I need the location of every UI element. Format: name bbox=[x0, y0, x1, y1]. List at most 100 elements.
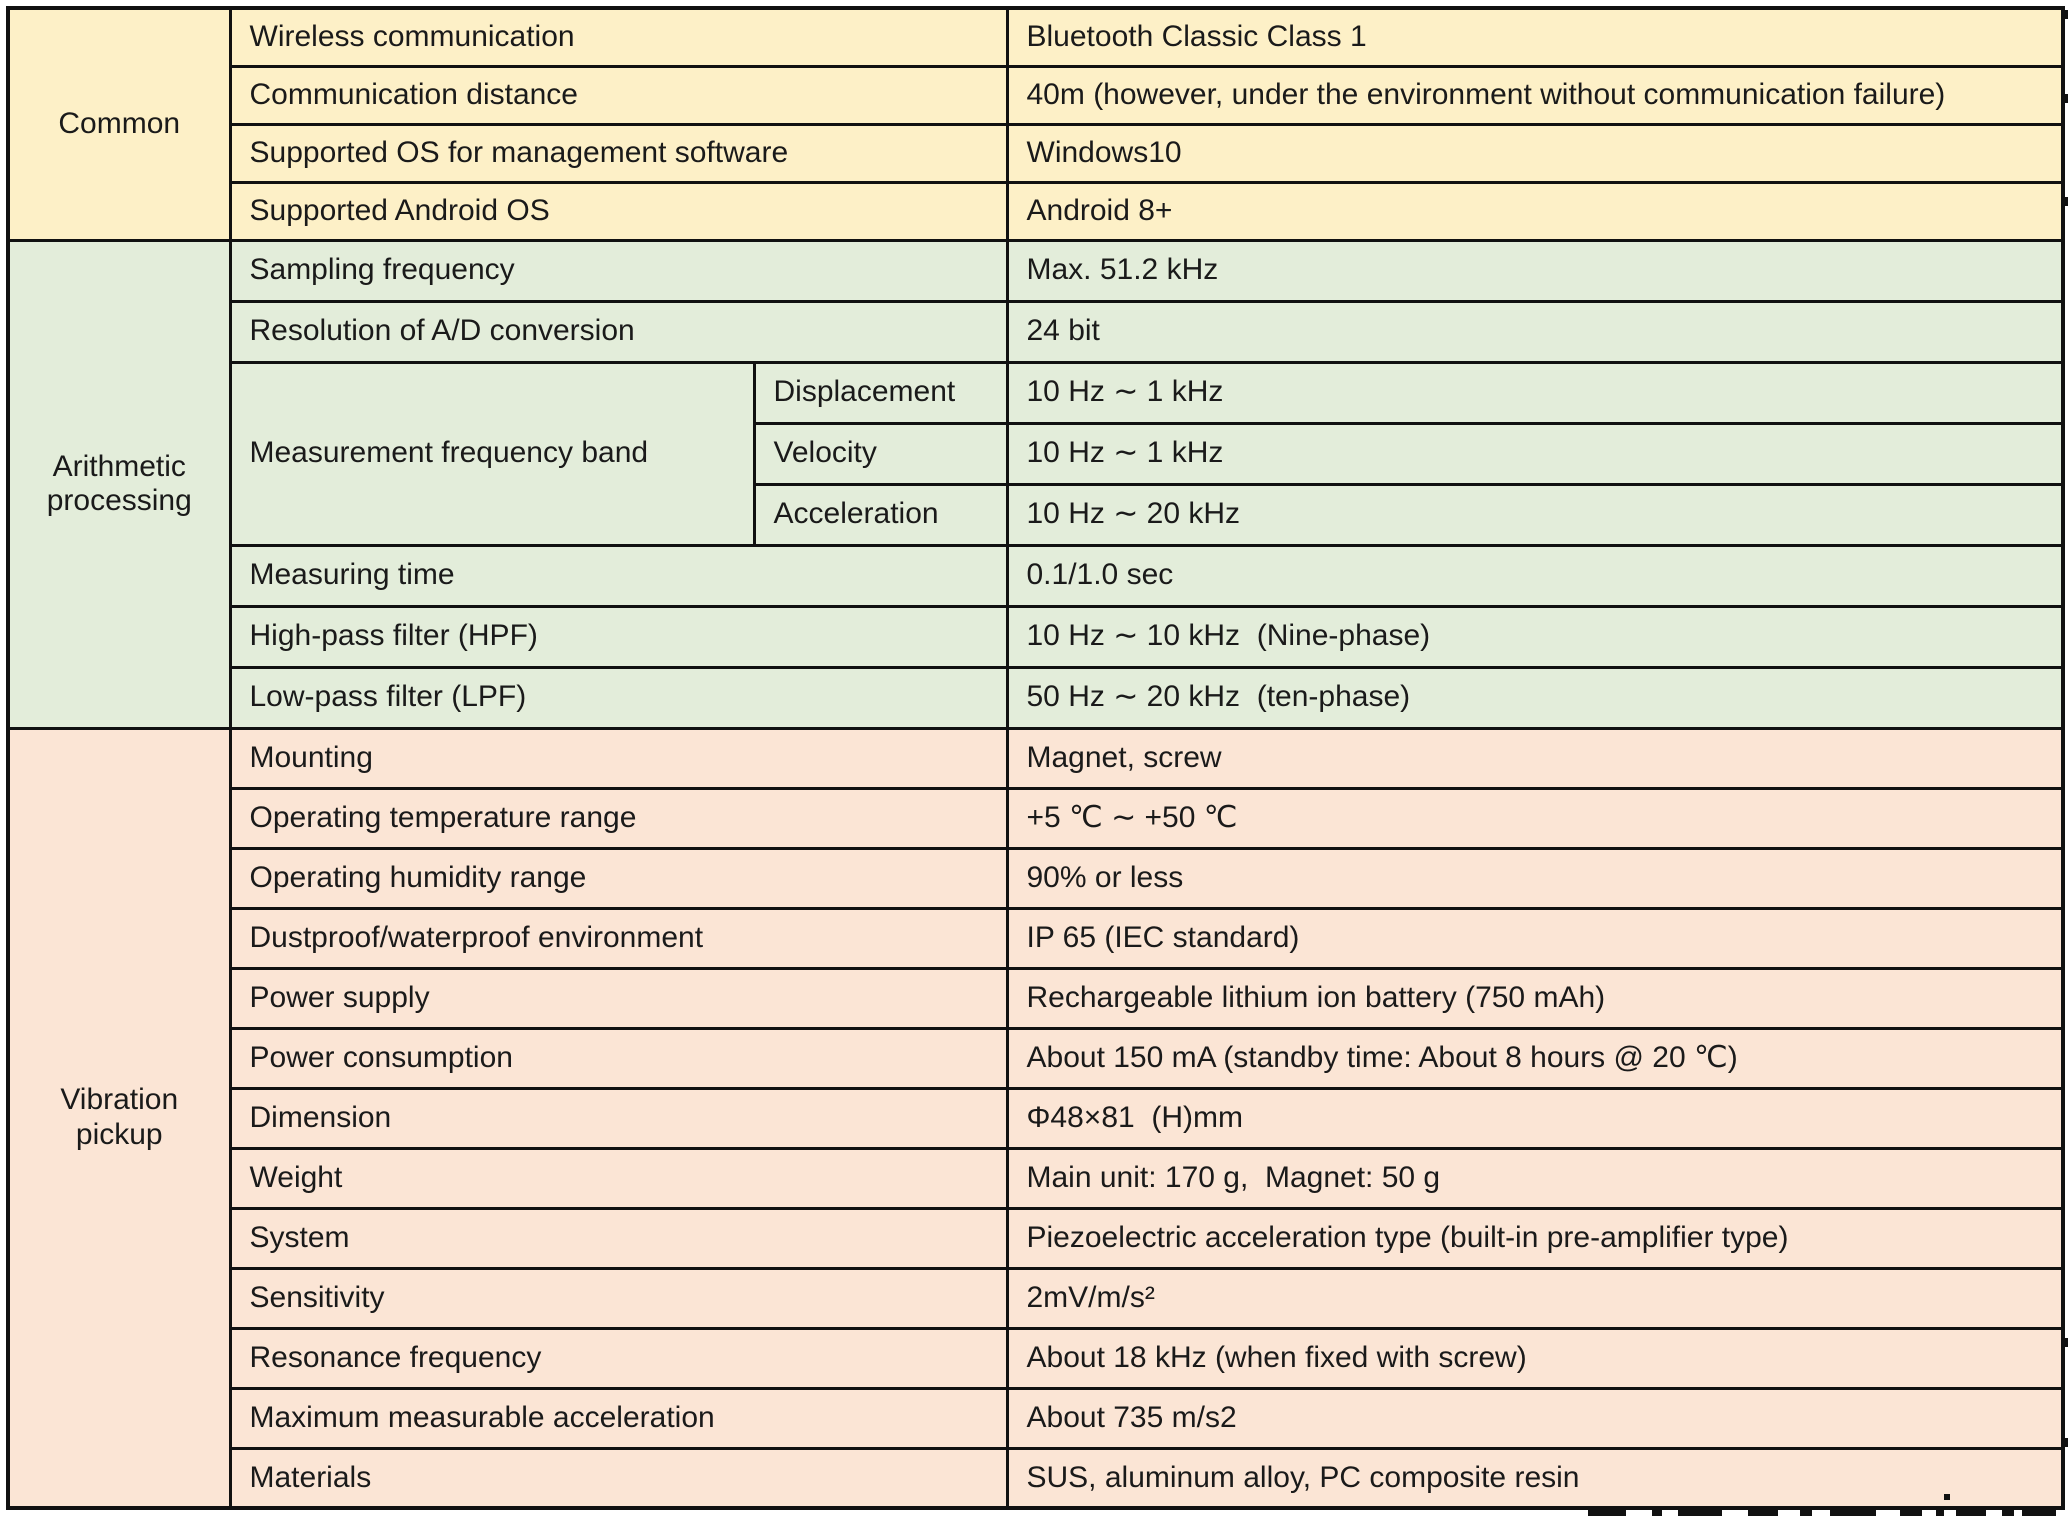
spec-value-cell: SUS, aluminum alloy, PC composite resin bbox=[1005, 1446, 2065, 1510]
table-row: Supported OS for management software Win… bbox=[8, 122, 2065, 184]
spec-label-cell: Sampling frequency bbox=[228, 238, 1009, 303]
spec-label-cell: Operating temperature range bbox=[228, 786, 1009, 850]
crop-tick bbox=[2061, 1338, 2068, 1347]
spec-value-cell: Android 8+ bbox=[1005, 180, 2065, 242]
spec-label-cell: Dimension bbox=[228, 1086, 1009, 1150]
spec-label-cell: Resolution of A/D conversion bbox=[228, 299, 1009, 364]
crop-dash bbox=[1936, 1509, 1944, 1516]
spec-label-cell: Supported Android OS bbox=[228, 180, 1009, 242]
spec-value-cell: 10 Hz ∼ 1 kHz bbox=[1005, 360, 2065, 425]
crop-tick bbox=[2061, 94, 2068, 103]
spec-label-cell: Operating humidity range bbox=[228, 846, 1009, 910]
spec-value-cell: 10 Hz ∼ 20 kHz bbox=[1005, 482, 2065, 547]
spec-value-cell: Rechargeable lithium ion battery (750 mA… bbox=[1005, 966, 2065, 1030]
table-row: Supported Android OS Android 8+ bbox=[8, 180, 2065, 242]
table-row: Measuring time 0.1/1.0 sec bbox=[8, 543, 2065, 608]
spec-value-cell: IP 65 (IEC standard) bbox=[1005, 906, 2065, 970]
spec-label-cell: Sensitivity bbox=[228, 1266, 1009, 1330]
spec-label-cell: Maximum measurable acceleration bbox=[228, 1386, 1009, 1450]
group-cell-arithmetic-processing: Arithmetic processing bbox=[6, 238, 232, 730]
spec-value-cell: Piezoelectric acceleration type (built-i… bbox=[1005, 1206, 2065, 1270]
spec-sub-label-cell: Displacement bbox=[752, 360, 1009, 425]
table-row: Sensitivity 2mV/m/s² bbox=[8, 1266, 2065, 1330]
spec-value-cell: Φ48×81 (H)mm bbox=[1005, 1086, 2065, 1150]
spec-value-cell: About 735 m/s2 bbox=[1005, 1386, 2065, 1450]
crop-dash bbox=[2002, 1509, 2014, 1516]
spec-value-cell: 40m (however, under the environment with… bbox=[1005, 64, 2065, 126]
table-row: Resonance frequency About 18 kHz (when f… bbox=[8, 1326, 2065, 1390]
spec-label-cell: Power supply bbox=[228, 966, 1009, 1030]
table-row: Acceleration 10 Hz ∼ 20 kHz bbox=[8, 482, 2065, 547]
spec-value-cell: About 18 kHz (when fixed with screw) bbox=[1005, 1326, 2065, 1390]
table-row: Arithmetic processing Sampling frequency… bbox=[6, 238, 2065, 730]
spec-value-cell: 0.1/1.0 sec bbox=[1005, 543, 2065, 608]
spec-value-cell: Bluetooth Classic Class 1 bbox=[1005, 6, 2065, 68]
spec-label-cell: Dustproof/waterproof environment bbox=[228, 906, 1009, 970]
specifications-table: Common Wireless communication Bluetooth … bbox=[6, 6, 2065, 1510]
table-row: Materials SUS, aluminum alloy, PC compos… bbox=[8, 1446, 2065, 1510]
spec-value-cell: Main unit: 170 g, Magnet: 50 g bbox=[1005, 1146, 2065, 1210]
spec-label-cell: Resonance frequency bbox=[228, 1326, 1009, 1390]
spec-label-cell: Power consumption bbox=[228, 1026, 1009, 1090]
table-row: High-pass filter (HPF) 10 Hz ∼ 10 kHz (N… bbox=[8, 604, 2065, 669]
crop-dash bbox=[1900, 1509, 1922, 1516]
crop-dash bbox=[1830, 1509, 1876, 1516]
table-row: Power supply Rechargeable lithium ion ba… bbox=[8, 966, 2065, 1030]
spec-label-cell-measurement-frequency-band: Measurement frequency band bbox=[228, 360, 756, 547]
table-row: Weight Main unit: 170 g, Magnet: 50 g bbox=[8, 1146, 2065, 1210]
crop-dash bbox=[1956, 1509, 1986, 1516]
table-row: Dustproof/waterproof environment IP 65 (… bbox=[8, 906, 2065, 970]
spec-value-cell: 24 bit bbox=[1005, 299, 2065, 364]
spec-sub-label-cell: Acceleration bbox=[752, 482, 1009, 547]
table-row: Operating temperature range +5 ℃ ∼ +50 ℃ bbox=[8, 786, 2065, 850]
table-row: Communication distance 40m (however, und… bbox=[8, 64, 2065, 126]
crop-dash bbox=[1588, 1509, 1626, 1516]
spec-label-cell: System bbox=[228, 1206, 1009, 1270]
crop-dash bbox=[2022, 1509, 2056, 1516]
table-row: Low-pass filter (LPF) 50 Hz ∼ 20 kHz (te… bbox=[8, 665, 2065, 730]
spec-label-cell: Communication distance bbox=[228, 64, 1009, 126]
table-row: Vibration pickup Mounting Magnet, screw bbox=[6, 726, 2065, 1510]
table-row: System Piezoelectric acceleration type (… bbox=[8, 1206, 2065, 1270]
table-row: Resolution of A/D conversion 24 bit bbox=[8, 299, 2065, 364]
section-arithmetic-processing: Arithmetic processing Sampling frequency… bbox=[6, 238, 2065, 730]
crop-dash bbox=[1652, 1509, 1662, 1516]
table-row: Operating humidity range 90% or less bbox=[8, 846, 2065, 910]
spec-value-cell: 90% or less bbox=[1005, 846, 2065, 910]
crop-tick bbox=[2061, 1438, 2068, 1447]
spec-value-cell: 10 Hz ∼ 1 kHz bbox=[1005, 421, 2065, 486]
crop-dash bbox=[1678, 1509, 1722, 1516]
crop-dash bbox=[1800, 1509, 1812, 1516]
crop-tick bbox=[2061, 197, 2068, 206]
table-row: Velocity 10 Hz ∼ 1 kHz bbox=[8, 421, 2065, 486]
spec-label-cell: Supported OS for management software bbox=[228, 122, 1009, 184]
table-row: Common Wireless communication Bluetooth … bbox=[6, 6, 2065, 242]
group-cell-common: Common bbox=[6, 6, 232, 242]
crop-tick bbox=[2061, 10, 2068, 19]
spec-value-cell: Magnet, screw bbox=[1005, 726, 2065, 790]
spec-value-cell: 50 Hz ∼ 20 kHz (ten-phase) bbox=[1005, 665, 2065, 730]
group-cell-vibration-pickup: Vibration pickup bbox=[6, 726, 232, 1510]
spec-label-cell: Mounting bbox=[228, 726, 1009, 790]
spec-value-cell: +5 ℃ ∼ +50 ℃ bbox=[1005, 786, 2065, 850]
spec-label-cell: Wireless communication bbox=[228, 6, 1009, 68]
section-common: Common Wireless communication Bluetooth … bbox=[6, 6, 2065, 242]
spec-value-cell: Max. 51.2 kHz bbox=[1005, 238, 2065, 303]
section-vibration-pickup: Vibration pickup Mounting Magnet, screw … bbox=[6, 726, 2065, 1510]
spec-value-cell: About 150 mA (standby time: About 8 hour… bbox=[1005, 1026, 2065, 1090]
spec-label-cell: Low-pass filter (LPF) bbox=[228, 665, 1009, 730]
crop-dot bbox=[1944, 1494, 1950, 1500]
spec-value-cell: Windows10 bbox=[1005, 122, 2065, 184]
spec-label-cell: Measuring time bbox=[228, 543, 1009, 608]
table-row: Power consumption About 150 mA (standby … bbox=[8, 1026, 2065, 1090]
spec-value-cell: 2mV/m/s² bbox=[1005, 1266, 2065, 1330]
spec-sub-label-cell: Velocity bbox=[752, 421, 1009, 486]
crop-dash bbox=[1748, 1509, 1778, 1516]
table-row: Dimension Φ48×81 (H)mm bbox=[8, 1086, 2065, 1150]
spec-label-cell: Weight bbox=[228, 1146, 1009, 1210]
spec-label-cell: High-pass filter (HPF) bbox=[228, 604, 1009, 669]
table-row: Measurement frequency band Displacement … bbox=[8, 360, 2065, 547]
spec-label-cell: Materials bbox=[228, 1446, 1009, 1510]
spec-value-cell: 10 Hz ∼ 10 kHz (Nine-phase) bbox=[1005, 604, 2065, 669]
